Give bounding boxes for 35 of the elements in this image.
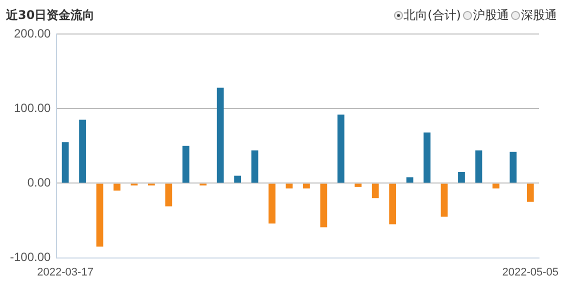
bar <box>165 184 172 206</box>
bar <box>458 172 465 183</box>
bar <box>79 120 86 183</box>
bar <box>303 184 310 188</box>
bar <box>492 184 500 188</box>
x-tick-label: 2022-05-05 <box>502 266 559 278</box>
bar <box>526 184 534 202</box>
chart-title: 近30日资金流向 <box>6 7 95 24</box>
bar <box>389 184 396 224</box>
text: 沪股通 <box>473 7 509 24</box>
bar <box>96 184 104 247</box>
bar <box>424 132 430 183</box>
bar <box>372 184 379 198</box>
bar <box>354 184 362 187</box>
y-tick-label: 0.00 <box>27 176 52 190</box>
bar <box>510 152 517 183</box>
bar <box>62 142 69 183</box>
text: 北向(合计) <box>404 7 461 24</box>
bar <box>320 184 328 228</box>
bar <box>337 114 344 183</box>
bar <box>114 184 120 191</box>
bar <box>268 184 276 224</box>
bar <box>286 184 293 188</box>
text: 深股通 <box>521 7 557 24</box>
bar <box>440 184 448 217</box>
bar <box>182 146 190 183</box>
y-tick-label: 200.00 <box>14 26 52 40</box>
bar <box>475 150 482 183</box>
x-tick-label: 2022-03-17 <box>37 266 94 278</box>
y-tick-label: -100.00 <box>10 250 52 264</box>
bar <box>251 150 258 183</box>
bar <box>234 176 242 183</box>
bar <box>216 88 224 183</box>
y-tick-label: 100.00 <box>14 100 52 115</box>
bar <box>406 177 414 183</box>
